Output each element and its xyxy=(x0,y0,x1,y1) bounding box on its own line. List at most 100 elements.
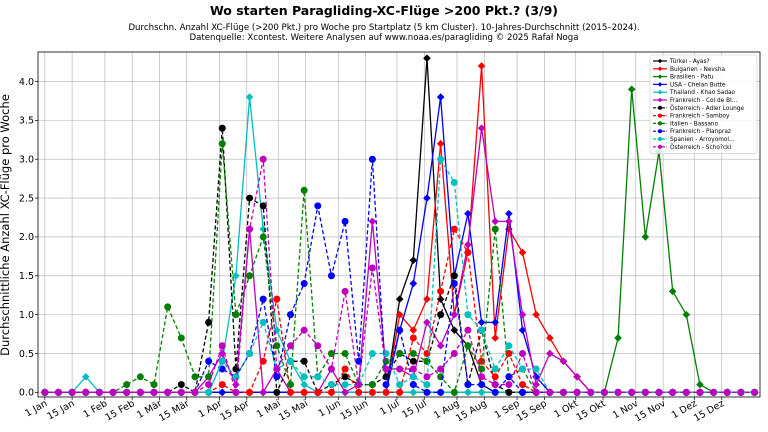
data-point xyxy=(573,388,581,396)
data-point xyxy=(355,357,363,365)
data-point xyxy=(600,388,608,396)
data-point xyxy=(450,225,458,233)
data-point xyxy=(205,318,213,326)
data-point xyxy=(314,342,322,350)
data-point xyxy=(614,334,622,342)
data-point xyxy=(696,380,704,389)
legend-label: Thailand - Khao Sadao xyxy=(669,90,736,96)
data-point xyxy=(341,381,349,389)
data-point xyxy=(477,318,486,327)
data-point xyxy=(327,381,335,389)
data-point xyxy=(491,365,499,373)
data-point xyxy=(587,388,595,396)
data-point xyxy=(751,388,759,396)
data-point xyxy=(423,388,431,396)
data-point xyxy=(273,365,281,373)
data-point xyxy=(395,295,404,303)
data-point xyxy=(300,388,308,396)
data-point xyxy=(464,311,472,319)
data-point xyxy=(737,388,745,396)
data-point xyxy=(259,155,267,163)
data-point xyxy=(437,155,445,163)
x-tick-label: 1 Jun xyxy=(317,398,343,419)
data-point xyxy=(491,334,500,342)
legend-label: Italien - Bassano xyxy=(670,121,719,127)
data-point xyxy=(218,140,226,148)
data-point xyxy=(164,388,172,396)
data-point xyxy=(109,388,117,396)
data-point xyxy=(218,381,226,389)
data-point xyxy=(218,388,227,397)
data-point xyxy=(177,334,185,342)
x-tick-label: 15 Jul xyxy=(400,398,429,421)
data-point xyxy=(532,380,540,389)
data-point xyxy=(395,310,404,319)
legend-label: Türkei - Ayas? xyxy=(669,59,710,65)
data-point xyxy=(491,225,499,233)
data-point xyxy=(355,381,363,389)
series-line xyxy=(44,89,755,393)
data-point xyxy=(464,381,472,389)
legend-marker xyxy=(657,121,663,126)
legend-item: Italien - Bassano xyxy=(653,121,719,127)
chart-subtitle-line-2: Datenquelle: Xcontest. Weitere Analysen … xyxy=(189,33,578,43)
data-point xyxy=(546,349,554,358)
data-point xyxy=(423,295,431,303)
data-point xyxy=(164,303,172,311)
data-point xyxy=(478,326,486,334)
data-point xyxy=(300,373,308,381)
x-tick-label: 1 Jan xyxy=(23,398,49,419)
series-line xyxy=(44,159,755,393)
series-line xyxy=(44,65,755,393)
legend-marker xyxy=(657,136,663,142)
legend-marker xyxy=(657,58,663,64)
data-point xyxy=(532,372,540,381)
data-point xyxy=(655,388,663,396)
data-point xyxy=(423,381,431,389)
legend-label: Frankreich - Samboy xyxy=(670,114,730,120)
data-point xyxy=(259,202,267,210)
x-tick-label: 15 Sep xyxy=(515,398,549,424)
data-point xyxy=(259,318,267,326)
data-point xyxy=(191,373,199,381)
legend-label: Österreich - Scho?ckl xyxy=(670,144,731,151)
y-tick-label: 3.0 xyxy=(19,155,34,166)
data-point xyxy=(450,349,458,357)
data-point xyxy=(341,365,349,373)
data-point xyxy=(532,388,540,396)
series-line xyxy=(44,97,755,393)
data-point xyxy=(409,357,417,365)
plot-frame xyxy=(37,51,761,398)
data-point xyxy=(478,381,486,389)
legend-item: Brasilien - Patu xyxy=(653,74,714,81)
data-point xyxy=(327,388,335,396)
series-11 xyxy=(41,155,759,396)
data-point xyxy=(641,233,650,241)
data-point xyxy=(396,365,404,373)
data-point xyxy=(450,326,459,334)
data-point xyxy=(668,287,677,296)
x-tick-label: 15 Dez xyxy=(692,398,726,424)
legend-label: Spanien - Arroyomol... xyxy=(670,137,735,143)
x-tick-label: 15 Jan xyxy=(45,398,76,422)
data-point xyxy=(409,381,417,389)
data-point xyxy=(273,342,281,350)
data-point xyxy=(300,326,308,334)
legend-marker xyxy=(657,97,663,103)
data-point xyxy=(123,381,131,389)
data-point xyxy=(573,372,581,381)
legend-item: Frankreich - Planpraz xyxy=(653,129,731,135)
data-point xyxy=(518,326,527,334)
data-point xyxy=(436,295,445,303)
data-point xyxy=(246,349,254,357)
data-point xyxy=(218,124,226,132)
series-8 xyxy=(41,140,759,396)
data-point xyxy=(396,388,404,396)
y-tick-label: 1.5 xyxy=(19,271,34,282)
data-point xyxy=(232,388,240,396)
series-line xyxy=(44,97,755,393)
data-point xyxy=(409,373,417,381)
series-layer xyxy=(41,54,759,397)
data-point xyxy=(273,373,281,381)
data-point xyxy=(382,388,390,396)
